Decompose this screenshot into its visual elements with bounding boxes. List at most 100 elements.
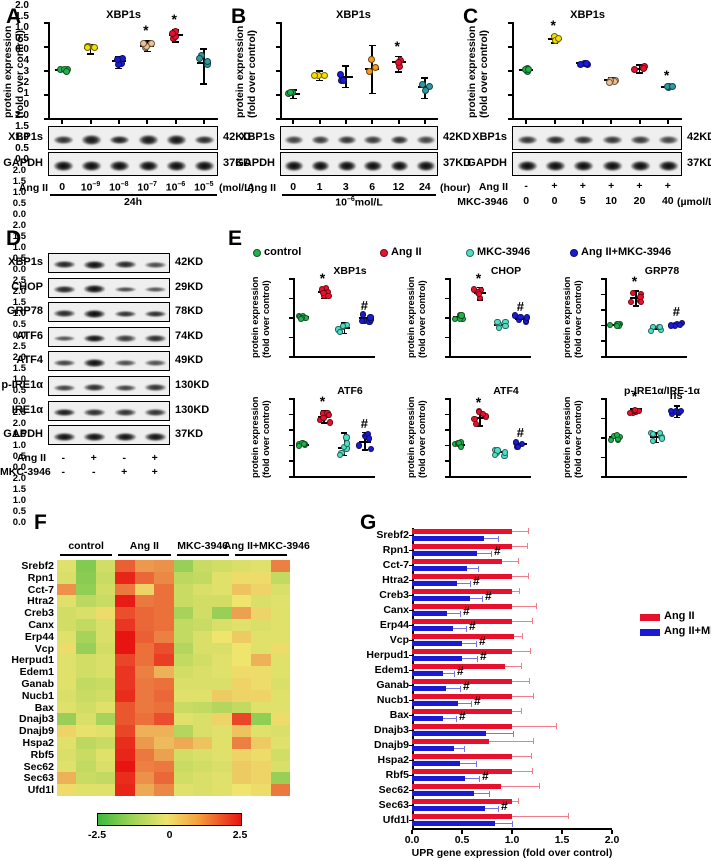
heatmap-cell xyxy=(154,772,174,785)
e-y-tick-label: 0.5 xyxy=(12,319,26,330)
e-x-axis-0 xyxy=(293,356,375,358)
data-point xyxy=(320,71,328,79)
heatmap-cell xyxy=(192,772,213,785)
error-cap-bottom xyxy=(172,41,179,43)
heatmap-cell xyxy=(134,571,155,584)
blot-kd-label: 42KD xyxy=(223,131,252,143)
heatmap-row-label: Ufd1l xyxy=(27,784,54,797)
x-tick xyxy=(344,120,347,124)
g-y-tick xyxy=(409,624,412,627)
g-y-tick xyxy=(409,549,412,552)
cond-value-angii: + xyxy=(151,451,158,464)
heatmap-cell xyxy=(95,630,116,643)
heatmap-cell xyxy=(115,760,136,773)
blot-band xyxy=(114,335,136,342)
blot-label: XBP1s xyxy=(8,256,43,268)
g-error-combo xyxy=(458,702,471,705)
e-data-point xyxy=(513,439,520,446)
cond-value: 3 xyxy=(342,181,349,193)
e-data-point xyxy=(515,443,522,450)
cond-value: 0 xyxy=(290,181,297,193)
cond-value-mkc: 20 xyxy=(633,195,646,207)
heatmap-cell xyxy=(134,654,155,667)
g-error-cap-combo xyxy=(476,760,478,767)
heatmap-cell xyxy=(134,701,155,714)
heatmap-cell xyxy=(251,607,271,620)
cond-label-mkc: MKC-3946 xyxy=(0,465,51,478)
blot-band-halo xyxy=(572,133,596,146)
heatmap-cell xyxy=(231,737,252,750)
cond-value-mkc: 0 xyxy=(551,195,558,207)
significance-star: * xyxy=(171,11,177,28)
y-tick-label: 1 xyxy=(23,88,29,99)
e-error-bar xyxy=(364,431,366,450)
blot-label: p-IRE1α xyxy=(1,379,43,391)
data-point xyxy=(339,76,347,84)
g-y-tick xyxy=(409,714,412,717)
g-category-label: Vcp xyxy=(389,633,409,646)
significance-star: * xyxy=(394,37,400,54)
heatmap-cell xyxy=(173,666,194,679)
heatmap-cell xyxy=(192,560,213,573)
heatmap-cell xyxy=(115,772,136,785)
g-bar-combo xyxy=(412,776,465,781)
blot-band-halo xyxy=(112,284,138,295)
heatmap-cell xyxy=(57,678,77,691)
x-tick xyxy=(202,120,205,124)
blot-band xyxy=(114,409,136,416)
g-y-tick xyxy=(409,699,412,702)
heatmap-cell xyxy=(173,772,194,785)
g-error-cap-combo xyxy=(482,595,484,602)
e-y-tick xyxy=(289,356,293,358)
heatmap-cell xyxy=(154,748,174,761)
blot-box-d-1 xyxy=(48,277,170,298)
cond-value-mkc: - xyxy=(92,465,96,478)
blot-band xyxy=(602,136,622,144)
cond-value: 24 xyxy=(418,181,431,193)
g-legend-swatch-1 xyxy=(640,629,660,636)
blot-kd-label: 49KD xyxy=(175,354,204,367)
g-bar-combo xyxy=(412,671,443,676)
e-data-point xyxy=(458,444,465,451)
blot-band-halo xyxy=(112,382,138,393)
heatmap-cell xyxy=(95,560,116,573)
heatmap-cell xyxy=(76,654,97,667)
error-bar xyxy=(345,65,347,87)
g-category-label: Sec63 xyxy=(378,798,409,811)
heatmap-cell xyxy=(95,607,116,620)
heatmap-cell xyxy=(270,607,291,620)
blot-band xyxy=(145,335,167,342)
heatmap-cell xyxy=(95,619,116,632)
heatmap-cell xyxy=(251,560,271,573)
heatmap-cell xyxy=(173,689,194,702)
heatmap-cell xyxy=(154,678,174,691)
blot-band xyxy=(390,135,409,145)
heatmap-cell xyxy=(115,737,136,750)
blot-band xyxy=(114,384,136,391)
significance-star: * xyxy=(143,22,149,39)
e-data-point xyxy=(627,409,634,416)
e-y-tick xyxy=(289,413,293,416)
g-legend-swatch-0 xyxy=(640,614,660,621)
data-point xyxy=(84,44,92,52)
e-chart-title-5: p-IRE1α/IRE-1α xyxy=(624,385,700,397)
heatmap-cell xyxy=(134,560,155,573)
blot-band-halo xyxy=(414,159,437,173)
data-point xyxy=(582,59,590,67)
heatmap-cell xyxy=(95,784,116,797)
e-data-point xyxy=(614,432,621,439)
g-bar-angii xyxy=(412,529,512,534)
e-y-tick xyxy=(445,413,449,416)
y-axis-label-2: (fold over control) xyxy=(478,30,490,118)
e-error-cap-bot xyxy=(673,416,680,419)
g-category-label: Herpud1 xyxy=(366,648,409,661)
g-bar-angii xyxy=(412,634,514,639)
blot-band-halo xyxy=(335,133,358,146)
heatmap-cell xyxy=(154,607,174,620)
heatmap-row-label: Canx xyxy=(28,618,54,631)
heatmap-cell xyxy=(251,583,271,596)
g-bar-angii xyxy=(412,604,512,609)
heatmap-row-label: Bax xyxy=(34,701,54,714)
data-point xyxy=(147,39,155,47)
blot-band xyxy=(81,161,102,171)
